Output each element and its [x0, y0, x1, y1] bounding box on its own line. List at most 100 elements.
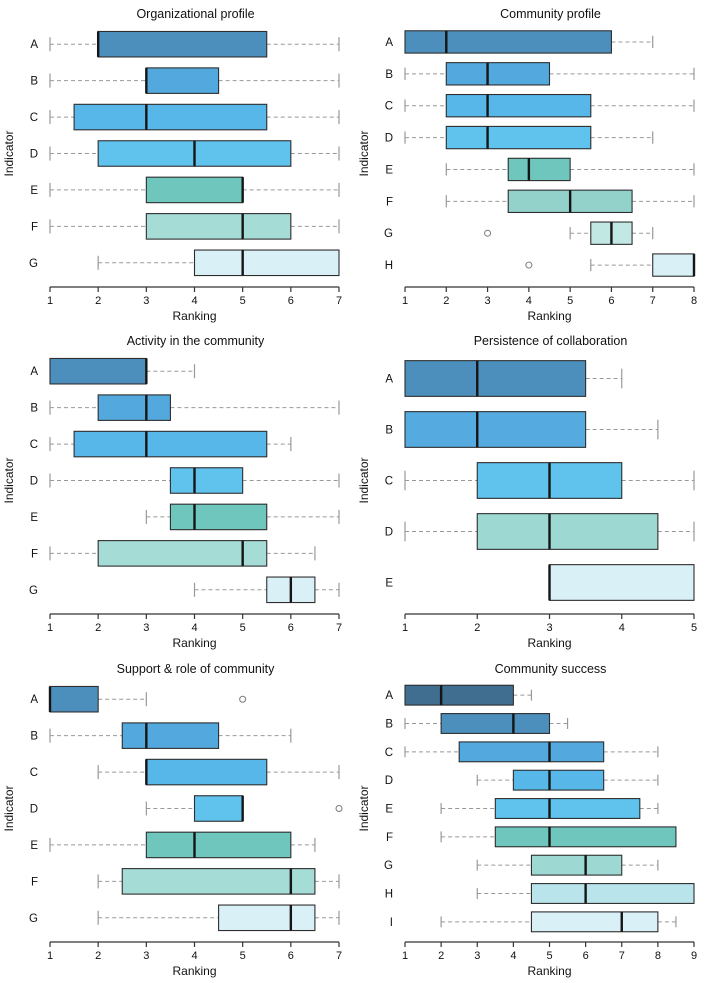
box [445, 125, 592, 150]
x-tick-label: 1 [402, 295, 408, 307]
category-label: C [30, 439, 38, 451]
y-axis-label: Indicator [2, 130, 16, 176]
category-label: G [29, 913, 38, 925]
category-label: F [386, 832, 393, 844]
category-label: F [31, 876, 38, 888]
box [512, 769, 605, 791]
x-tick-label: 3 [143, 950, 149, 962]
category-label: B [385, 69, 393, 81]
x-tick-label: 3 [546, 622, 552, 634]
x-tick-label: 6 [608, 295, 614, 307]
box [145, 758, 268, 786]
category-label: E [30, 185, 38, 197]
x-tick-label: 3 [143, 295, 149, 307]
x-tick-label: 4 [191, 950, 197, 962]
boxplot-canvas: Indicator A B C D E F G H 1 2 3 4 5 6 7 8 Ranking [357, 30, 697, 323]
x-tick-label: 7 [650, 295, 656, 307]
category-label: B [385, 425, 393, 437]
category-label: C [30, 112, 38, 124]
box [145, 67, 220, 94]
category-label: D [385, 527, 393, 539]
box [49, 357, 147, 385]
chart-community-success: Community success Indicator A B C D E F G H I 1 2 3 4… [355, 655, 710, 983]
chart-title: Support & role of community [116, 662, 275, 676]
box [169, 467, 244, 494]
category-label: B [30, 403, 38, 415]
category-label: G [384, 860, 393, 872]
box [97, 30, 268, 58]
x-axis-label: Ranking [172, 964, 216, 978]
category-label: D [30, 476, 38, 488]
box [440, 713, 551, 734]
x-tick-label: 4 [526, 295, 532, 307]
x-tick-label: 9 [691, 950, 697, 962]
x-tick-label: 5 [567, 295, 573, 307]
x-tick-label: 8 [691, 295, 697, 307]
box [97, 394, 171, 421]
category-label: E [30, 840, 38, 852]
box [169, 503, 268, 531]
x-tick-label: 2 [443, 295, 449, 307]
category-label: H [385, 260, 393, 272]
box [507, 157, 571, 182]
x-tick-label: 2 [95, 950, 101, 962]
x-tick-label: 6 [288, 295, 294, 307]
x-tick-label: 2 [474, 622, 480, 634]
category-label: C [385, 747, 393, 759]
box [73, 430, 268, 458]
category-label: C [385, 101, 393, 113]
x-tick-label: 7 [336, 622, 342, 634]
category-label: F [386, 196, 393, 208]
chart-title: Organizational profile [136, 7, 255, 21]
x-tick-label: 2 [438, 950, 444, 962]
category-label: A [30, 366, 38, 378]
category-label: B [30, 76, 38, 88]
boxplot-canvas: Indicator A B C D E F G 1 2 3 4 5 6 7 Ranking [2, 685, 343, 978]
x-tick-label: 4 [619, 622, 625, 634]
x-tick-label: 3 [143, 622, 149, 634]
box [218, 904, 316, 932]
chart-persistence-of-collaboration: Persistence of collaboration Indicator A B… [355, 327, 710, 655]
box [445, 93, 592, 118]
box [530, 883, 695, 904]
box [445, 62, 551, 86]
y-axis-label: Indicator [2, 457, 16, 503]
x-tick-label: 2 [95, 295, 101, 307]
box [404, 360, 587, 397]
boxplot-canvas: Indicator A B C D E F G H I 1 2 3 4 5 6 7 8 9 Ranking [357, 684, 697, 978]
chart-support-role-of-community: Support & role of community Indicator A B C… [0, 655, 355, 983]
box [458, 741, 605, 763]
x-tick-label: 5 [240, 950, 246, 962]
box [548, 564, 695, 601]
outlier-point [239, 695, 247, 703]
x-tick-label: 1 [402, 622, 408, 634]
x-axis-label: Ranking [527, 636, 571, 650]
x-tick-label: 3 [474, 950, 480, 962]
box [404, 684, 514, 706]
category-label: D [30, 804, 38, 816]
chart-title: Community success [494, 662, 607, 676]
box [145, 176, 244, 204]
x-tick-label: 5 [240, 295, 246, 307]
y-axis-label: Indicator [2, 785, 16, 831]
box [530, 854, 623, 876]
category-label: E [385, 164, 393, 176]
x-tick-label: 4 [191, 622, 197, 634]
category-label: B [30, 731, 38, 743]
category-label: D [385, 133, 393, 145]
box [145, 213, 292, 240]
chart-title: Community profile [500, 7, 601, 21]
x-tick-label: 1 [402, 950, 408, 962]
category-label: H [385, 889, 393, 901]
x-tick-label: 3 [485, 295, 491, 307]
x-tick-label: 4 [510, 950, 516, 962]
x-tick-label: 7 [336, 295, 342, 307]
category-label: E [30, 512, 38, 524]
boxplot-canvas: Indicator A B C D E 1 2 3 4 5 Ranking [357, 360, 697, 650]
chart-activity-in-the-community: Activity in the community Indicator A B C D E… [0, 327, 355, 655]
outlier-point [335, 805, 343, 812]
category-label: E [385, 804, 393, 816]
outlier-point [484, 229, 492, 237]
boxplot-canvas: Indicator A B C D E F G 1 2 3 4 5 6 7 Ranking [2, 357, 342, 650]
box [73, 103, 268, 131]
